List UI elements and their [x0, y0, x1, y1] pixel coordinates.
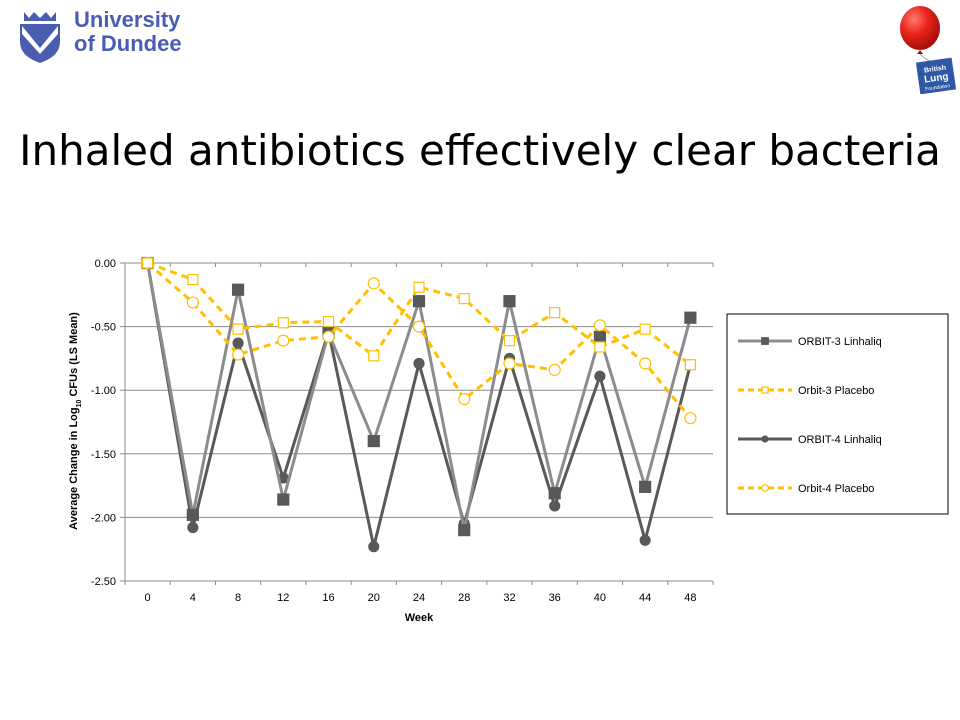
- y-tick-label: -2.50: [91, 576, 116, 588]
- data-point: [593, 330, 607, 343]
- dundee-crest-icon: [20, 12, 60, 63]
- y-tick-label: -1.00: [91, 385, 116, 397]
- legend-box: [726, 313, 949, 515]
- legend-swatch-marker: [761, 337, 769, 345]
- data-point: [639, 323, 651, 335]
- data-point: [684, 359, 696, 371]
- data-point: [231, 348, 245, 361]
- data-point: [412, 295, 426, 308]
- data-point: [593, 319, 607, 332]
- x-tick-label: 44: [639, 592, 651, 604]
- data-point: [594, 341, 606, 353]
- legend-swatch-marker: [761, 435, 769, 443]
- data-point: [322, 330, 335, 343]
- university-of-dundee-logo: University of Dundee: [18, 8, 218, 68]
- data-point: [232, 337, 244, 349]
- legend-label: Orbit-3 Placebo: [798, 385, 874, 397]
- data-point: [412, 320, 426, 333]
- blf-text-2: Lung: [923, 71, 949, 85]
- series-line: [147, 261, 692, 366]
- data-point: [458, 393, 471, 406]
- data-point: [187, 273, 199, 286]
- series-1: [142, 257, 696, 371]
- data-point: [503, 357, 516, 370]
- red-balloon-icon: British Lung Foundation: [900, 6, 957, 95]
- data-point: [458, 293, 470, 305]
- y-tick-label: 0.00: [95, 258, 116, 270]
- university-line-2: of Dundee: [74, 31, 182, 56]
- x-tick-label: 36: [549, 592, 561, 604]
- legend-label: ORBIT-3 Linhaliq: [798, 336, 882, 348]
- data-point: [367, 434, 380, 448]
- x-tick-label: 28: [458, 592, 470, 604]
- x-tick-label: 16: [322, 592, 334, 604]
- y-axis-title-sub: 10: [76, 399, 83, 407]
- data-point: [548, 363, 561, 376]
- data-point: [549, 500, 561, 512]
- data-point: [594, 370, 606, 382]
- x-axis-ticks: 0 4 8 12 16 20 24 28 32 36 40 44 48: [124, 263, 714, 604]
- slide-title: Inhaled antibiotics effectively clear ba…: [19, 126, 941, 175]
- y-tick-label: -0.50: [91, 322, 116, 334]
- series-3: [141, 256, 697, 425]
- data-point: [232, 323, 244, 335]
- data-point: [548, 487, 561, 500]
- university-name: University of Dundee: [74, 8, 182, 56]
- x-axis-title: Week: [405, 612, 434, 624]
- x-tick-label: 40: [594, 592, 606, 604]
- data-point: [368, 350, 380, 362]
- data-point: [186, 296, 199, 309]
- data-point: [684, 311, 697, 324]
- y-axis-title-part-2: CFUs (LS Mean): [68, 312, 80, 400]
- data-point: [684, 412, 697, 425]
- x-tick-label: 4: [190, 592, 196, 604]
- data-point: [413, 357, 425, 370]
- series-layer: [141, 256, 697, 553]
- legend-swatch-marker: [761, 386, 769, 394]
- data-point: [277, 493, 290, 506]
- data-point: [142, 257, 154, 269]
- data-point: [277, 334, 290, 347]
- university-line-1: University: [74, 7, 181, 32]
- legend-swatch-marker: [761, 484, 769, 492]
- x-tick-label: 48: [684, 592, 696, 604]
- data-point: [413, 281, 425, 293]
- legend-label: Orbit-4 Placebo: [798, 483, 874, 495]
- data-point: [277, 317, 289, 329]
- x-tick-label: 8: [235, 592, 241, 604]
- data-point: [549, 307, 561, 319]
- blf-text-3: Foundation: [925, 83, 951, 92]
- data-point: [367, 277, 380, 290]
- data-point: [322, 315, 335, 328]
- data-point: [187, 521, 199, 534]
- y-tick-label: -1.50: [91, 449, 116, 461]
- data-point: [503, 295, 516, 308]
- x-tick-label: 0: [145, 592, 151, 604]
- data-point: [503, 334, 516, 347]
- data-point: [639, 480, 652, 493]
- data-point: [186, 508, 199, 521]
- british-lung-foundation-logo: British Lung Foundation: [896, 4, 960, 95]
- legend-label: ORBIT-4 Linhaliq: [798, 434, 882, 446]
- chart-legend: ORBIT-3 Linhaliq Orbit-3 Placebo ORBIT-4 L…: [726, 313, 949, 515]
- y-tick-label: -2.00: [91, 512, 116, 524]
- data-point: [231, 283, 245, 296]
- blf-text-1: British: [924, 65, 947, 75]
- data-point: [639, 534, 651, 546]
- x-tick-label: 20: [368, 592, 380, 604]
- y-axis-title-part-1: Average Change in Log: [68, 407, 80, 529]
- data-point: [368, 541, 380, 553]
- data-point: [639, 357, 652, 370]
- x-tick-label: 32: [503, 592, 515, 604]
- y-axis-title: Average Change in Log10 CFUs (LS Mean): [68, 312, 83, 530]
- x-tick-label: 12: [277, 592, 289, 604]
- x-tick-label: 24: [413, 592, 425, 604]
- data-point: [458, 524, 471, 537]
- y-axis-ticks: 0.00 -0.50 -1.00 -1.50 -2.00 -2.50: [91, 258, 125, 588]
